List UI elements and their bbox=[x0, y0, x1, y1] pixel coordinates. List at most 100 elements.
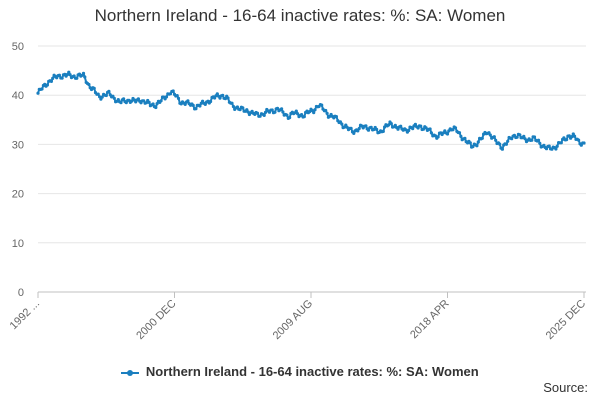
data-point bbox=[532, 135, 537, 139]
x-tick-label: 2018 APR bbox=[408, 298, 452, 342]
legend[interactable]: Northern Ireland - 16-64 inactive rates:… bbox=[0, 364, 600, 379]
data-point bbox=[87, 82, 91, 87]
data-point bbox=[463, 136, 467, 140]
data-point bbox=[107, 89, 111, 93]
data-point bbox=[198, 104, 202, 108]
gridlines bbox=[38, 45, 586, 293]
data-point bbox=[142, 99, 146, 103]
data-point bbox=[381, 129, 385, 133]
y-tick-label: 40 bbox=[12, 90, 24, 102]
data-point bbox=[325, 111, 329, 115]
data-point bbox=[164, 95, 169, 99]
data-point bbox=[246, 110, 250, 114]
data-point bbox=[340, 122, 344, 126]
data-point bbox=[577, 138, 581, 142]
data-point bbox=[366, 128, 371, 132]
data-point bbox=[421, 127, 425, 131]
data-point bbox=[518, 133, 522, 137]
axes: 0 10 20 30 40 50 1992 ... 2000 DEC 2009 AUG 2018 … bbox=[8, 41, 588, 342]
data-point bbox=[500, 147, 504, 151]
data-point bbox=[124, 101, 128, 105]
data-point bbox=[83, 75, 87, 79]
data-point bbox=[570, 135, 574, 139]
data-point bbox=[375, 127, 379, 131]
data-point bbox=[122, 97, 126, 101]
data-point bbox=[241, 106, 245, 110]
data-point bbox=[523, 137, 527, 141]
data-point bbox=[175, 94, 179, 98]
data-point bbox=[445, 132, 450, 136]
data-point bbox=[136, 97, 140, 101]
data-point bbox=[238, 108, 242, 112]
data-point bbox=[258, 114, 262, 118]
data-point bbox=[488, 133, 492, 137]
data-point bbox=[320, 103, 324, 107]
data-point bbox=[57, 73, 62, 77]
data-point bbox=[433, 134, 438, 138]
data-point bbox=[100, 95, 104, 99]
data-point bbox=[357, 126, 361, 131]
y-tick-label: 10 bbox=[12, 238, 24, 250]
data-point bbox=[547, 144, 551, 148]
x-tick-label: 2000 DEC bbox=[134, 298, 178, 342]
data-point bbox=[404, 128, 408, 132]
data-point bbox=[151, 102, 155, 106]
data-point bbox=[424, 126, 428, 130]
data-point bbox=[504, 142, 508, 146]
data-point bbox=[300, 113, 304, 117]
data-point bbox=[60, 76, 64, 80]
data-point bbox=[262, 113, 266, 117]
data-point bbox=[436, 135, 440, 139]
data-point bbox=[72, 74, 76, 78]
data-point bbox=[419, 124, 423, 128]
data-point bbox=[554, 147, 558, 151]
data-point bbox=[308, 110, 312, 114]
series-layer bbox=[36, 70, 586, 151]
data-point bbox=[81, 71, 86, 75]
data-point bbox=[506, 139, 510, 143]
data-point bbox=[288, 116, 292, 120]
data-point bbox=[49, 79, 54, 83]
data-point bbox=[159, 99, 163, 103]
data-point bbox=[183, 102, 187, 106]
data-point bbox=[130, 99, 134, 103]
data-point bbox=[112, 96, 116, 100]
data-point bbox=[51, 76, 55, 80]
data-point bbox=[428, 127, 432, 131]
data-point bbox=[522, 134, 526, 138]
data-point bbox=[494, 138, 498, 142]
data-point bbox=[352, 131, 356, 135]
data-point bbox=[36, 91, 40, 95]
data-point bbox=[324, 108, 328, 113]
data-point bbox=[221, 93, 225, 97]
data-point bbox=[104, 93, 108, 98]
data-point bbox=[171, 89, 175, 93]
data-point bbox=[230, 101, 234, 105]
data-point bbox=[555, 144, 559, 148]
data-point bbox=[281, 110, 285, 114]
data-point bbox=[223, 97, 227, 101]
x-tick-label: 2009 AUG bbox=[271, 298, 315, 342]
data-point bbox=[498, 142, 502, 146]
data-point bbox=[559, 141, 563, 145]
data-point bbox=[536, 138, 541, 142]
data-point bbox=[45, 83, 50, 87]
data-point bbox=[313, 108, 317, 112]
data-point bbox=[538, 141, 542, 145]
source-text: Source: bbox=[543, 380, 588, 395]
data-point bbox=[582, 141, 586, 145]
y-tick-label: 50 bbox=[12, 41, 24, 53]
data-point bbox=[453, 126, 458, 130]
data-point bbox=[215, 92, 219, 96]
data-point bbox=[68, 73, 72, 77]
data-point bbox=[389, 122, 393, 126]
y-tick-label: 0 bbox=[18, 287, 24, 299]
data-point bbox=[65, 72, 69, 77]
data-point bbox=[75, 76, 79, 80]
data-point bbox=[92, 86, 96, 90]
data-point bbox=[119, 101, 123, 105]
data-point bbox=[356, 129, 360, 133]
data-point bbox=[275, 106, 280, 110]
data-point bbox=[270, 108, 274, 112]
